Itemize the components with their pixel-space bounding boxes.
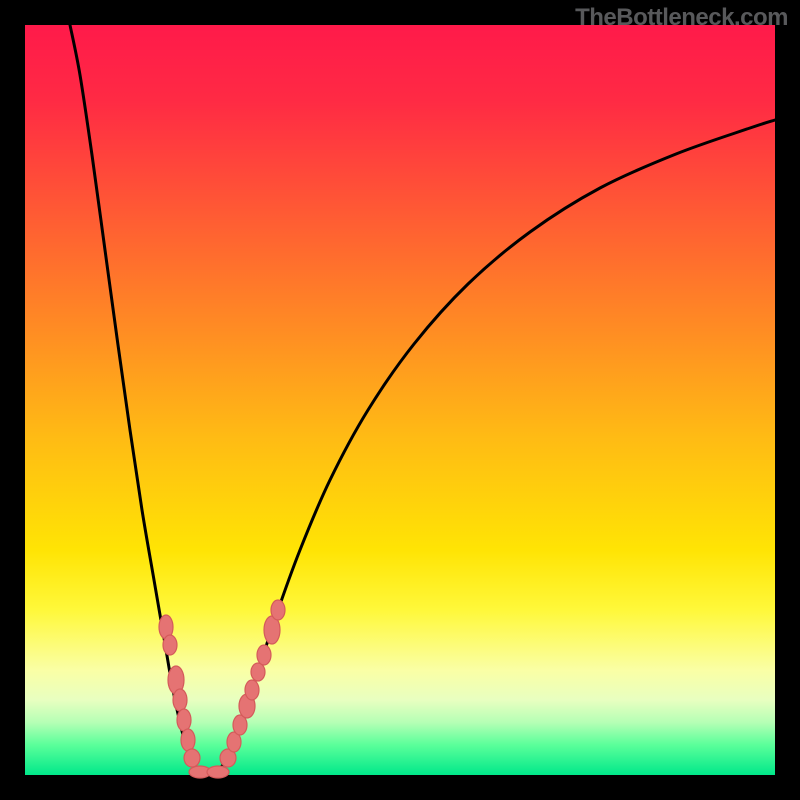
curve-marker bbox=[207, 766, 229, 778]
curve-marker bbox=[173, 689, 187, 711]
curve-marker bbox=[251, 663, 265, 681]
chart-frame: TheBottleneck.com bbox=[0, 0, 800, 800]
plot-background bbox=[25, 25, 775, 775]
curve-marker bbox=[271, 600, 285, 620]
curve-marker bbox=[181, 729, 195, 751]
bottleneck-chart bbox=[0, 0, 800, 800]
curve-marker bbox=[245, 680, 259, 700]
curve-marker bbox=[257, 645, 271, 665]
curve-marker bbox=[163, 635, 177, 655]
watermark-text: TheBottleneck.com bbox=[575, 4, 788, 32]
curve-marker bbox=[184, 749, 200, 767]
curve-marker bbox=[177, 709, 191, 731]
